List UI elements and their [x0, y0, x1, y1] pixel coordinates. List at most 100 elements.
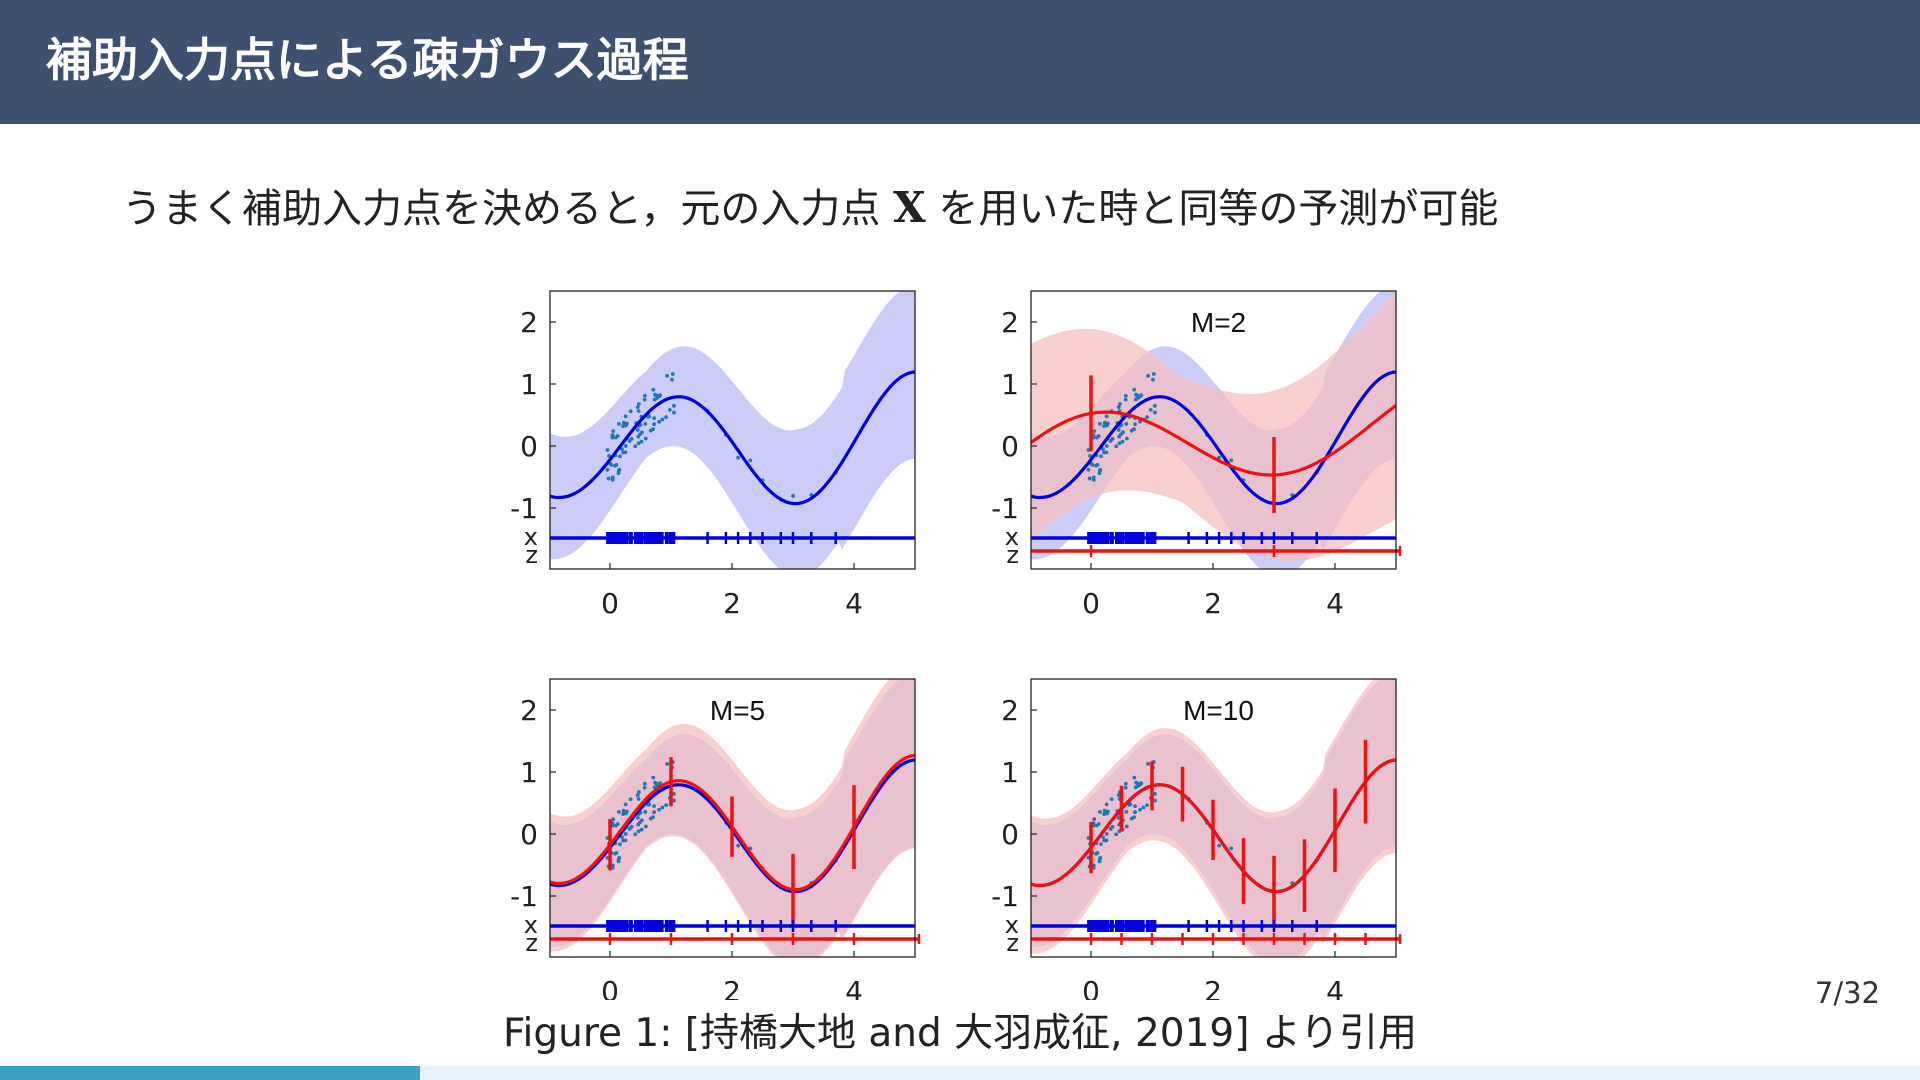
data-point — [618, 842, 622, 847]
data-point — [652, 416, 656, 421]
data-point — [1116, 816, 1121, 820]
data-point — [613, 435, 618, 440]
data-point — [642, 781, 647, 786]
data-point — [651, 387, 656, 392]
data-point — [1116, 428, 1121, 432]
data-point — [1092, 429, 1097, 434]
data-point — [657, 807, 661, 812]
data-point — [607, 453, 611, 458]
data-point — [637, 790, 641, 794]
data-point — [613, 823, 618, 828]
data-point — [639, 827, 644, 832]
data-point — [652, 810, 656, 815]
data-point — [657, 419, 661, 424]
data-point — [1104, 444, 1109, 448]
data-point — [633, 444, 638, 449]
data-point — [624, 423, 628, 428]
data-point — [642, 393, 647, 398]
data-point — [642, 785, 647, 790]
data-point — [621, 450, 626, 455]
data-point — [1105, 423, 1109, 428]
row-label-x: x — [1005, 523, 1019, 551]
data-point — [1095, 462, 1100, 467]
sparse-gp-confidence-band — [1031, 291, 1396, 562]
data-point — [643, 809, 648, 814]
data-point — [1102, 420, 1107, 425]
data-point — [1117, 441, 1122, 446]
data-point — [620, 835, 624, 840]
data-point — [621, 838, 626, 843]
data-point — [1123, 397, 1128, 402]
data-point — [1102, 808, 1107, 813]
data-point — [664, 415, 669, 420]
data-point — [617, 809, 621, 814]
data-point — [1088, 453, 1092, 458]
data-point — [1124, 421, 1129, 426]
data-point — [1138, 807, 1142, 812]
data-point — [736, 455, 740, 460]
data-point — [1141, 805, 1146, 810]
data-point — [672, 410, 676, 415]
slide-body-text: うまく補助入力点を決めると，元の入力点 X を用いた時と同等の予測が可能 — [122, 180, 1498, 237]
data-point — [651, 775, 656, 780]
math-symbol-x: X — [893, 183, 926, 232]
data-point — [639, 439, 644, 444]
data-point — [1229, 846, 1234, 851]
data-point — [636, 797, 641, 801]
data-point — [637, 402, 641, 406]
data-point — [1129, 428, 1134, 433]
caption-prefix: Figure 1: — [502, 1011, 673, 1056]
data-point — [1095, 850, 1100, 855]
data-point — [1102, 424, 1106, 428]
x-tick-label: 4 — [845, 975, 863, 1000]
data-point — [610, 435, 615, 440]
data-point — [1153, 403, 1157, 408]
body-text-before: うまく補助入力点を決めると，元の入力点 — [122, 186, 894, 232]
data-point — [636, 409, 641, 413]
data-point — [1091, 475, 1096, 480]
data-point — [1102, 450, 1107, 455]
y-tick-label: 1 — [1001, 756, 1019, 789]
data-point — [635, 793, 640, 798]
panel-plot-area — [550, 679, 915, 957]
data-point — [1097, 471, 1102, 476]
data-point — [1097, 859, 1102, 864]
data-point — [635, 428, 640, 432]
data-point — [1120, 439, 1125, 444]
data-point — [665, 761, 670, 766]
data-point — [1116, 793, 1121, 798]
data-point — [1153, 410, 1157, 415]
data-point — [670, 372, 675, 376]
data-point — [610, 863, 615, 868]
data-point — [1094, 823, 1099, 828]
panel-title: M=10 — [1183, 695, 1254, 726]
data-point — [1118, 402, 1122, 406]
x-tick-label: 2 — [723, 587, 741, 620]
y-tick-label: 0 — [520, 430, 538, 463]
data-point — [1124, 809, 1129, 814]
data-point — [628, 409, 633, 414]
caption-text: [持橋大地 and 大羽成征, 2019] より引用 — [684, 1011, 1418, 1056]
gp-panel-4: 2 1 0 -1xz 0 2 4 M=10 — [991, 678, 1402, 1000]
panel-title: M=2 — [1191, 307, 1246, 338]
data-point — [636, 441, 641, 446]
data-point — [618, 454, 622, 459]
data-point — [611, 429, 616, 434]
data-point — [1086, 467, 1091, 472]
data-point — [672, 403, 676, 408]
data-point — [1094, 435, 1099, 440]
data-point — [605, 467, 610, 472]
y-tick-label: -1 — [991, 880, 1019, 913]
data-point — [1123, 393, 1128, 398]
data-point — [1090, 463, 1095, 467]
figure-caption: Figure 1: [持橋大地 and 大羽成征, 2019] より引用 — [0, 1008, 1920, 1060]
data-point — [623, 832, 628, 836]
data-point — [611, 817, 616, 822]
data-point — [1104, 802, 1109, 807]
data-point — [1108, 827, 1113, 831]
data-point — [665, 373, 670, 378]
data-point — [627, 827, 632, 831]
y-tick-label: 1 — [520, 368, 538, 401]
data-point — [1119, 432, 1123, 437]
